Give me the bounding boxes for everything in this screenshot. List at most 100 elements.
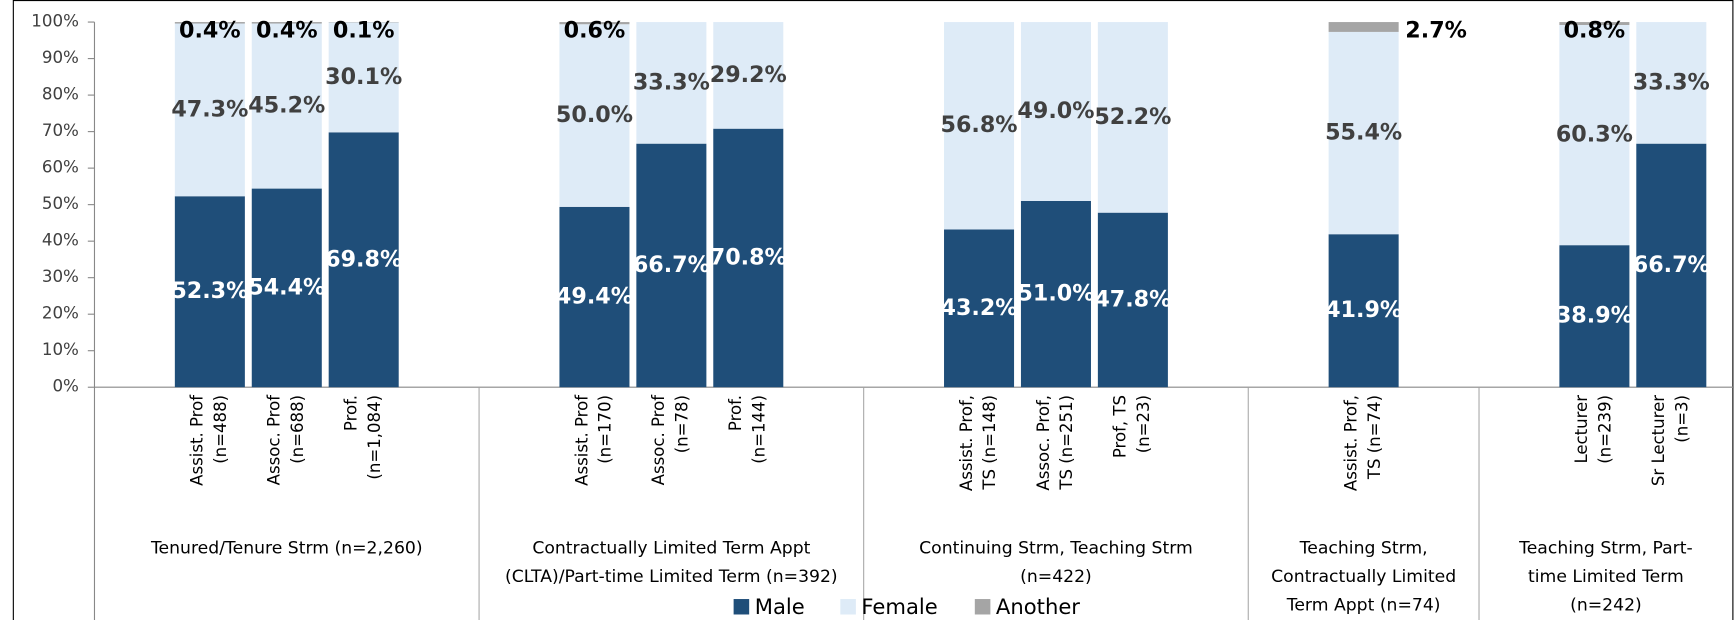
bar-segment [636, 22, 707, 144]
data-label: 52.2% [1094, 104, 1171, 130]
x-tick-label-line: Assist. Prof, [1341, 395, 1360, 491]
legend-swatch [840, 599, 856, 615]
x-tick-label: Assoc. Prof, TS (n=251) [1034, 395, 1076, 491]
data-label: 0.1% [333, 17, 395, 43]
x-tick-label-line: (n=23) [1134, 395, 1153, 453]
bar-segment [1328, 234, 1399, 388]
x-tick-label-line: Sr Lecturer [1649, 395, 1668, 486]
bar-segment [944, 22, 1015, 230]
y-tick-label: 50% [42, 194, 79, 213]
chart-border [12, 0, 1734, 620]
data-label: 0.4% [256, 17, 318, 43]
bar-segment [944, 229, 1015, 388]
data-label: 49.0% [1017, 98, 1094, 124]
x-tick-label: Assist. Prof (n=170) [572, 394, 614, 486]
y-tick-label: 40% [42, 231, 79, 250]
bar-segment [251, 188, 322, 388]
x-tick-label-line: Assoc. Prof [265, 394, 284, 486]
bar-segment [251, 22, 322, 24]
group-label: Teaching Strm, [1299, 538, 1428, 558]
group-label: Term Appt (n=74) [1286, 596, 1441, 616]
data-label: 51.0% [1017, 281, 1094, 307]
y-tick-label: 80% [42, 85, 79, 104]
x-tick-label-line: Prof. [341, 395, 360, 431]
x-tick-label-line: (n=688) [288, 395, 307, 464]
data-label: 70.8% [710, 245, 787, 271]
x-tick-label-line: (n=144) [749, 395, 768, 464]
group-label: Contractually Limited [1271, 567, 1456, 587]
data-label: 52.3% [171, 278, 248, 304]
data-label: 0.4% [179, 17, 241, 43]
x-tick-label: Assoc. Prof (n=78) [649, 394, 691, 486]
x-tick-label-line: Assist. Prof [188, 394, 207, 486]
data-label: 60.3% [1556, 122, 1633, 148]
bar-segment [713, 22, 784, 129]
x-tick-label-line: Assoc. Prof, [1034, 395, 1053, 491]
data-label: 66.7% [1633, 252, 1710, 278]
x-tick-label: Prof, TS (n=23) [1111, 395, 1153, 458]
group-label: (CLTA)/Part-time Limited Term (n=392) [505, 567, 838, 587]
x-tick-label: Assist. Prof (n=488) [188, 394, 230, 486]
x-tick-label-line: TS (n=74) [1365, 395, 1384, 480]
bar-segment [1097, 212, 1168, 388]
bar-segment [1636, 143, 1707, 388]
group-label: (n=242) [1570, 596, 1642, 616]
legend-swatch [974, 599, 991, 615]
y-tick-label: 100% [31, 12, 79, 31]
x-tick-label-line: (n=488) [211, 395, 230, 464]
legend-label: Female [861, 594, 937, 619]
x-tick-label-line: Assist. Prof [572, 394, 591, 486]
y-tick-label: 10% [42, 340, 79, 359]
y-tick-label: 70% [42, 121, 79, 140]
x-tick-label: Assist. Prof, TS (n=74) [1341, 395, 1383, 491]
x-tick-label-line: (n=1,084) [365, 395, 384, 480]
x-tick-label-line: (n=170) [596, 395, 615, 464]
bar-segment [559, 22, 630, 25]
x-tick-label-line: Prof, TS [1111, 395, 1130, 458]
data-label: 54.4% [248, 274, 325, 300]
data-label: 47.3% [171, 96, 248, 122]
x-tick-label-line: TS (n=251) [1057, 395, 1076, 491]
bar-segment [251, 23, 322, 189]
group-label: (n=422) [1020, 567, 1092, 587]
bar-segment [1328, 31, 1399, 235]
bar-segment [559, 24, 630, 207]
bar-segment [1020, 22, 1091, 201]
data-label: 29.2% [710, 62, 787, 88]
data-label: 55.4% [1325, 120, 1402, 146]
x-tick-label-line: Assoc. Prof [649, 394, 668, 486]
bar-segment [1636, 22, 1707, 144]
group-label: time Limited Term [1528, 567, 1684, 587]
x-tick-label-line: Prof. [726, 395, 745, 431]
x-tick-label: Sr Lecturer (n=3) [1649, 395, 1691, 486]
bar-segment [636, 143, 707, 388]
y-tick-label: 30% [42, 267, 79, 286]
data-label: 45.2% [248, 93, 325, 119]
bar-segment [1328, 22, 1399, 32]
data-label: 66.7% [633, 252, 710, 278]
bar-segment [1559, 22, 1630, 25]
bar-segment [1097, 22, 1168, 213]
bar-segment [174, 196, 245, 388]
data-label: 30.1% [325, 64, 402, 90]
x-tick-label-line: (n=78) [673, 395, 692, 453]
x-tick-label: Assoc. Prof (n=688) [265, 394, 307, 486]
data-label: 43.2% [941, 295, 1018, 321]
group-label: Contractually Limited Term Appt [532, 538, 810, 558]
data-label: 33.3% [633, 69, 710, 95]
data-label: 2.7% [1405, 17, 1467, 43]
data-label: 38.9% [1556, 303, 1633, 329]
data-label: 0.8% [1564, 17, 1626, 43]
y-tick-label: 60% [42, 158, 79, 177]
data-label: 56.8% [941, 112, 1018, 138]
x-tick-label: Assist. Prof, TS (n=148) [957, 395, 999, 491]
data-label: 33.3% [1633, 69, 1710, 95]
bar-segment [174, 22, 245, 24]
x-tick-label: Prof. (n=1,084) [341, 395, 383, 480]
bar-segment [713, 128, 784, 388]
bar-segment [559, 206, 630, 388]
legend-swatch [733, 599, 750, 615]
data-label: 0.6% [564, 17, 626, 43]
bar-segment [1020, 200, 1091, 388]
